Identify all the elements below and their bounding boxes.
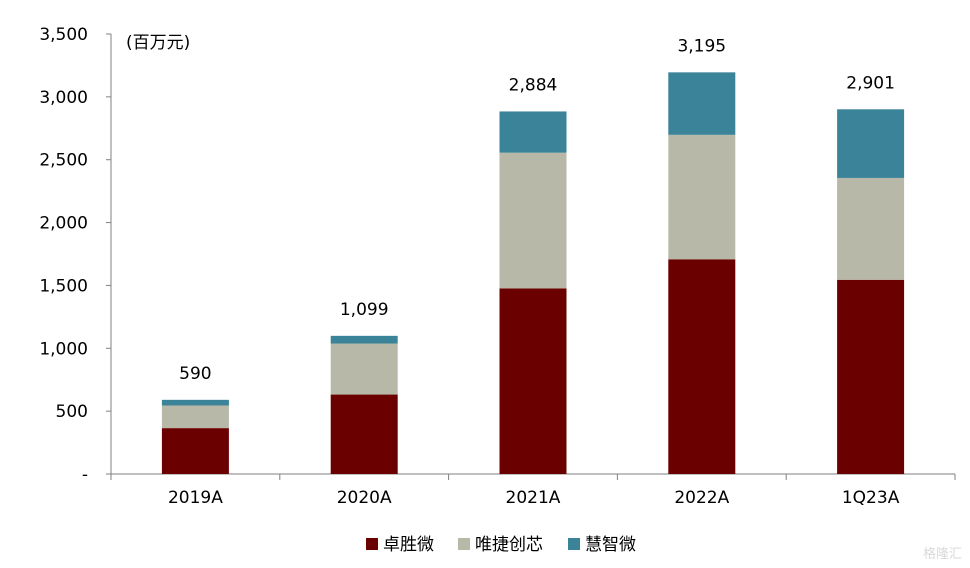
axes: - 500 1,000 1,500 2,000 2,500 3,000 3,500	[39, 25, 956, 485]
y-tick-label: 500	[56, 402, 88, 422]
bar-segment	[330, 394, 398, 474]
bar-segment	[837, 109, 905, 178]
legend-label: 唯捷创芯	[475, 535, 543, 555]
legend-swatch	[568, 538, 580, 550]
x-tick-label: 2021A	[506, 488, 561, 508]
legend-swatch	[458, 538, 470, 550]
bar-segment	[668, 134, 736, 260]
bars	[161, 72, 905, 474]
labels: (百万元) 590 2019A 1,099 2020A 2,884 2021A 3,195 20…	[126, 33, 900, 508]
bar-segment	[161, 405, 229, 429]
bar-segment	[668, 259, 736, 474]
bar-segment	[330, 343, 398, 395]
x-tick-label: 2022A	[674, 488, 729, 508]
legend: 卓胜微 唯捷创芯 慧智微	[366, 535, 636, 555]
x-tick-label: 2019A	[168, 488, 223, 508]
bar-segment	[161, 428, 229, 474]
bar-segment	[499, 152, 567, 289]
x-tick-label: 2020A	[337, 488, 392, 508]
y-tick-label: 1,000	[39, 339, 88, 359]
legend-swatch	[366, 538, 378, 550]
y-tick-label: 3,500	[39, 25, 88, 45]
total-label: 1,099	[340, 300, 389, 320]
legend-label: 卓胜微	[383, 535, 434, 555]
legend-label: 慧智微	[585, 535, 636, 555]
y-tick-label: 1,500	[39, 276, 88, 296]
bar-segment	[499, 111, 567, 153]
bar-segment	[161, 399, 229, 406]
unit-label: (百万元)	[126, 33, 190, 53]
total-label: 2,901	[846, 73, 895, 93]
bar-segment	[668, 72, 736, 135]
x-tick-label: 1Q23A	[842, 488, 900, 508]
bar-segment	[330, 335, 398, 344]
total-label: 2,884	[509, 75, 558, 95]
total-label: 590	[179, 364, 211, 384]
bar-segment	[837, 279, 905, 474]
y-tick-label: 2,500	[39, 151, 88, 171]
y-tick-label: 3,000	[39, 88, 88, 108]
bar-segment	[837, 177, 905, 280]
watermark: 格隆汇	[922, 547, 962, 562]
y-tick-label: -	[82, 465, 88, 485]
total-label: 3,195	[677, 36, 726, 56]
y-tick-label: 2,000	[39, 214, 88, 234]
bar-segment	[499, 288, 567, 474]
